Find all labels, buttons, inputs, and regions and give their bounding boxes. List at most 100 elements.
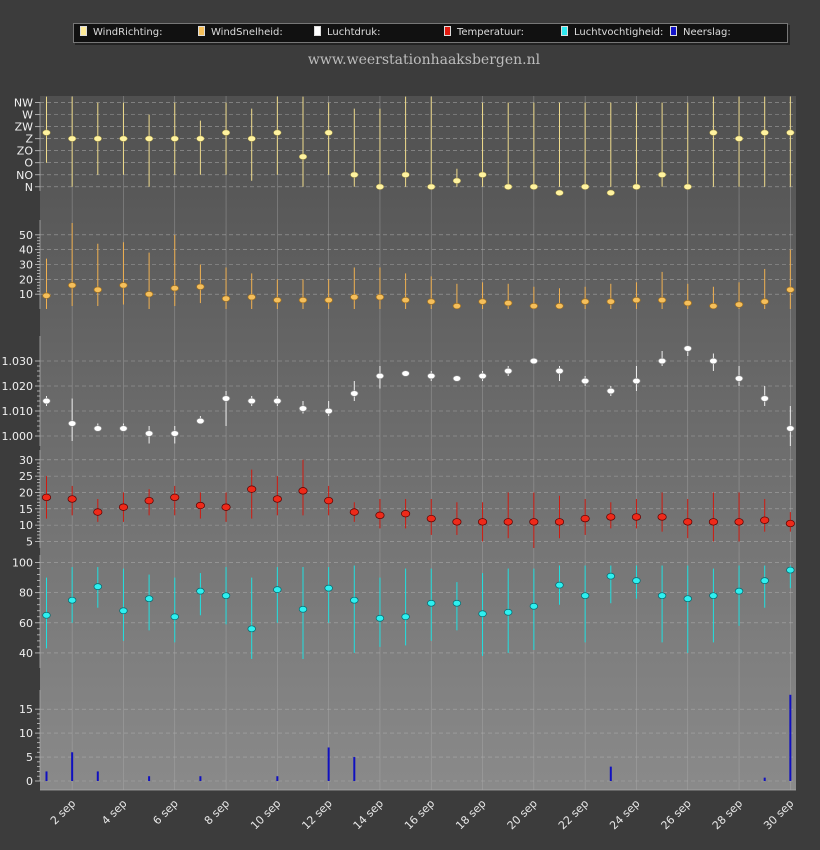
temperatuur-point [708, 518, 718, 526]
rain-bar [276, 776, 279, 781]
legend-item: Luchtvochtigheid: [561, 26, 663, 38]
rain-bar [96, 771, 99, 781]
temperatuur-point [606, 513, 616, 521]
temperatuur-point [631, 513, 641, 521]
temperatuur-point [170, 493, 180, 502]
legend-item: WindRichting: [80, 26, 162, 38]
luchtdruk-point [760, 395, 769, 402]
windsnelheid-point [786, 286, 795, 293]
luchtvochtigheid-point [606, 572, 615, 580]
luchtvochtigheid-point [401, 613, 410, 621]
luchtvochtigheid-point [452, 599, 462, 607]
windsnelheid-point [452, 302, 462, 310]
y-tick-label: 1.020 [2, 380, 34, 393]
luchtdruk-point [504, 367, 513, 375]
windsnelheid-point [119, 282, 128, 289]
x-tick-label: 24 sep [607, 797, 642, 832]
legend-label: Temperatuur: [457, 27, 524, 38]
legend-item: Luchtdruk: [314, 26, 380, 38]
x-tick-label: 20 sep [505, 797, 540, 832]
luchtdruk-point [529, 357, 538, 365]
windsnelheid-point [273, 296, 282, 304]
wind-direction-point [375, 183, 385, 190]
luchtvochtigheid-point [324, 584, 333, 592]
luchtvochtigheid-point [67, 596, 77, 604]
wind-direction-point [196, 135, 205, 142]
x-tick-label: 12 sep [299, 797, 334, 832]
legend-item: Temperatuur: [444, 26, 524, 38]
windsnelheid-point [144, 291, 154, 298]
y-tick-label: 30 [19, 454, 33, 467]
x-tick-label: 4 sep [99, 797, 129, 827]
windsnelheid-point [67, 282, 77, 289]
x-tick-label: 14 sep [351, 797, 386, 832]
temperatuur-point [477, 518, 488, 526]
wind-direction-point [452, 177, 461, 184]
windsnelheid-point [555, 302, 564, 310]
rain-bar [353, 757, 356, 781]
wind-direction-point [555, 189, 564, 196]
luchtvochtigheid-point [555, 581, 564, 589]
y-tick-label: 30 [19, 259, 33, 272]
windsnelheid-point [504, 299, 513, 307]
x-tick-label: 18 sep [453, 797, 488, 832]
windsnelheid-point [196, 283, 205, 290]
y-tick-label: W [22, 109, 33, 122]
wind-direction-point [170, 135, 179, 142]
temperatuur-point [785, 519, 795, 528]
luchtdruk-point [350, 390, 359, 397]
luchtvochtigheid-point [581, 592, 590, 600]
luchtvochtigheid-point [119, 607, 128, 615]
x-tick-label: 10 sep [248, 797, 283, 832]
windsnelheid-point [350, 293, 359, 301]
temperatuur-point [144, 496, 154, 505]
y-tick-label: 60 [19, 617, 33, 630]
wind-direction-point [735, 135, 744, 142]
wind-direction-point [42, 129, 51, 136]
temperatuur-point [221, 503, 231, 511]
luchtdruk-point [247, 397, 256, 405]
y-tick-label: ZW [15, 121, 34, 134]
luchtvochtigheid-point [709, 592, 718, 600]
temperatuur-point [554, 518, 565, 526]
wind-direction-point [68, 135, 77, 142]
x-tick-label: 6 sep [150, 797, 180, 827]
luchtdruk-point [401, 370, 410, 377]
luchtvochtigheid-point [734, 587, 744, 595]
wind-direction-point [529, 183, 538, 190]
windsnelheid-point [221, 295, 231, 302]
legend-swatch [561, 26, 568, 36]
windsnelheid-point [247, 293, 256, 301]
luchtvochtigheid-point [196, 587, 205, 595]
legend-label: Luchtvochtigheid: [574, 27, 664, 38]
temperatuur-point [195, 501, 205, 510]
legend-swatch [670, 26, 677, 36]
windsnelheid-point [657, 296, 667, 304]
y-tick-label: O [24, 157, 33, 170]
legend-swatch [198, 26, 205, 36]
y-tick-label: 1.000 [2, 430, 34, 443]
legend-label: WindRichting: [93, 27, 163, 38]
y-tick-label: 10 [19, 519, 33, 532]
y-tick-label: 20 [19, 273, 33, 286]
y-tick-label: NW [14, 97, 33, 110]
luchtdruk-point [93, 425, 102, 432]
temperatuur-point [247, 485, 257, 493]
wind-direction-point [119, 135, 128, 142]
luchtdruk-point [427, 372, 436, 380]
legend-swatch [444, 26, 451, 36]
luchtdruk-point [581, 377, 590, 385]
windsnelheid-point [478, 298, 487, 305]
windsnelheid-point [581, 298, 590, 305]
windsnelheid-point [709, 302, 718, 310]
wind-direction-point [632, 183, 641, 190]
temperatuur-point [272, 495, 282, 503]
rain-bar [327, 747, 330, 781]
rain-bar [199, 776, 202, 781]
y-tick-label: 1.030 [2, 355, 34, 368]
wind-direction-point [683, 183, 692, 190]
luchtdruk-point [478, 372, 487, 380]
site-url: www.weerstationhaaksbergen.nl [307, 52, 541, 68]
y-tick-label: 40 [19, 647, 33, 660]
